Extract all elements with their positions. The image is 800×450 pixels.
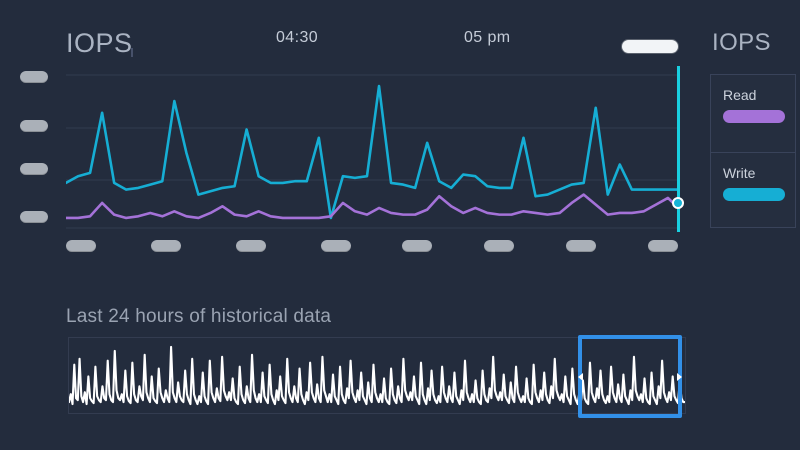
x-axis-label-pill-6 — [484, 240, 514, 252]
selection-handle-right-icon[interactable] — [677, 372, 682, 381]
legend-label-read: Read — [723, 87, 757, 103]
x-axis-label-pill-2 — [151, 240, 181, 252]
legend-items-box: Read Write — [710, 74, 796, 228]
y-axis-label-pill-1 — [20, 71, 48, 83]
legend-swatch-read[interactable] — [723, 110, 785, 123]
history-selection-window[interactable] — [578, 335, 682, 418]
history-panel: Last 24 hours of historical data — [0, 300, 700, 450]
time-cursor-line[interactable] — [677, 66, 680, 232]
x-axis-label-pill-4 — [321, 240, 351, 252]
x-axis-time-label-1: 04:30 — [276, 29, 319, 46]
x-axis-label-pill-8 — [648, 240, 678, 252]
legend-item-read[interactable]: Read — [711, 75, 795, 152]
y-axis-label-pill-2 — [20, 120, 48, 132]
history-line — [69, 345, 685, 406]
iops-line-chart — [66, 74, 680, 229]
history-title: Last 24 hours of historical data — [66, 306, 332, 327]
legend-title: IOPS — [712, 29, 771, 56]
legend-swatch-write[interactable] — [723, 188, 785, 201]
y-axis-label-pill-3 — [20, 163, 48, 175]
page-title: IOPS — [66, 28, 133, 58]
legend-label-write: Write — [723, 165, 756, 181]
history-sparkline — [69, 345, 685, 406]
title-tick-mark — [131, 48, 133, 57]
header-range-pill[interactable] — [622, 40, 678, 53]
cursor-value-dot[interactable] — [672, 197, 684, 209]
series-line-read — [66, 193, 680, 220]
y-axis-label-pill-4 — [20, 211, 48, 223]
x-axis-label-pill-1 — [66, 240, 96, 252]
series-line-write — [66, 84, 680, 220]
history-sparkline-box[interactable] — [68, 335, 686, 418]
x-axis-time-label-2: 05 pm — [464, 29, 511, 46]
legend-item-write[interactable]: Write — [711, 152, 795, 229]
iops-chart-panel: IOPS 04:30 05 pm — [0, 26, 700, 254]
x-axis-label-pill-7 — [566, 240, 596, 252]
selection-handle-left-icon[interactable] — [578, 372, 583, 381]
x-axis-label-pills — [66, 240, 680, 254]
plot-gridlines — [66, 74, 680, 229]
iops-plot[interactable] — [66, 62, 680, 237]
x-axis-label-pill-5 — [402, 240, 432, 252]
x-axis-label-pill-3 — [236, 240, 266, 252]
chart-header: IOPS 04:30 05 pm — [0, 26, 700, 60]
legend-panel: IOPS Read Write — [700, 0, 800, 450]
